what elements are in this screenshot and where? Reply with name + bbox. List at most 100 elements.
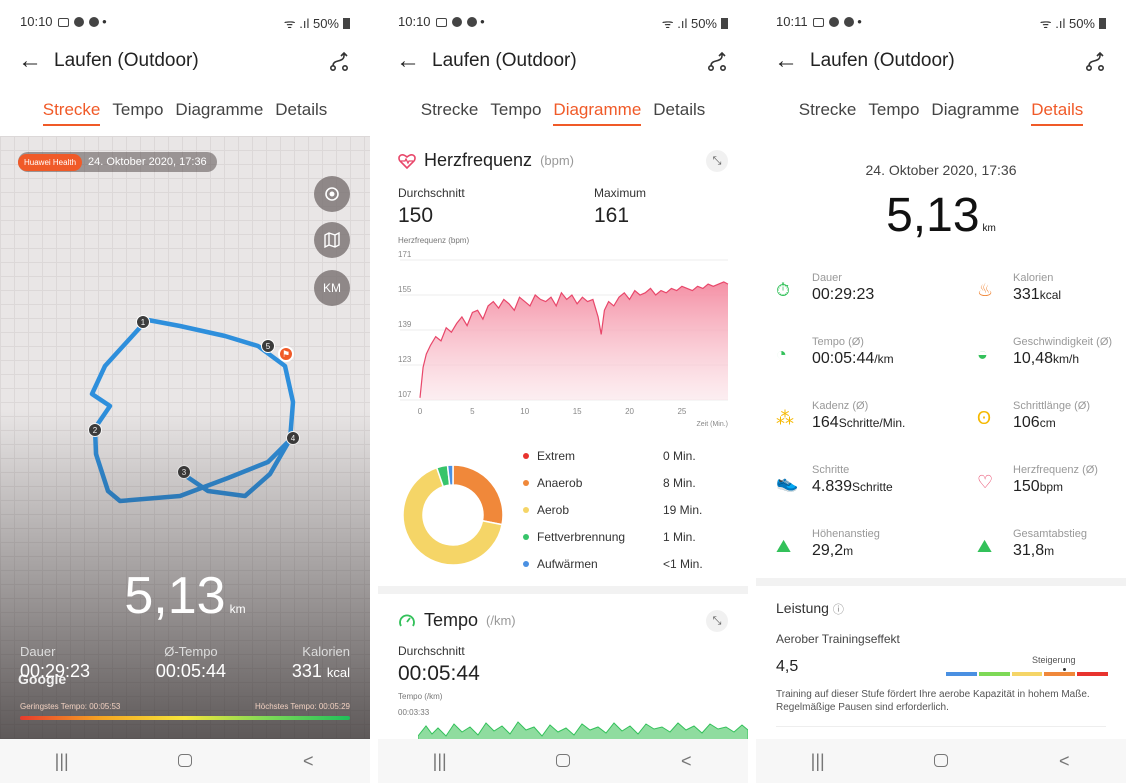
- km-button[interactable]: KM: [314, 270, 350, 306]
- zone-dot: [523, 479, 529, 486]
- hr-max-value: 161: [594, 204, 630, 227]
- back-button[interactable]: <: [1059, 750, 1070, 771]
- back-arrow-icon[interactable]: ←: [18, 47, 42, 74]
- back-arrow-icon[interactable]: ←: [396, 47, 420, 74]
- distance-unit: km: [982, 223, 996, 234]
- whatsapp-icon: [451, 17, 462, 27]
- tab-tempo[interactable]: Tempo: [868, 100, 920, 119]
- expand-hr-button[interactable]: ⤡: [706, 150, 728, 172]
- route-marker-1[interactable]: 1: [136, 315, 150, 329]
- system-nav-bar: ||| <: [378, 739, 748, 783]
- location-button[interactable]: [314, 176, 350, 212]
- tab-details[interactable]: Details: [275, 100, 328, 119]
- route-map[interactable]: Huawei Health 24. Oktober 2020, 17:36 KM …: [0, 136, 370, 739]
- whatsapp-icon: [828, 17, 839, 27]
- tempo-chart-preview: [418, 721, 748, 740]
- performance-heading: Leistung ⓘ: [776, 600, 844, 617]
- tab-strecke[interactable]: Strecke: [798, 100, 857, 119]
- detail-value: 150bpm: [1013, 478, 1064, 495]
- home-button[interactable]: [155, 751, 215, 772]
- whatsapp-icon: [73, 17, 84, 27]
- aerobic-effect-description: Training auf dieser Stufe fördert Ihre a…: [776, 689, 1090, 713]
- tab-strecke[interactable]: Strecke: [42, 100, 100, 126]
- detail-label: Geschwindigkeit (Ø): [1013, 336, 1113, 348]
- tab-diagramme[interactable]: Diagramme: [175, 100, 264, 119]
- y-tick-label: 139: [398, 320, 412, 329]
- workout-date: 24. Oktober 2020, 17:36: [865, 162, 1017, 178]
- speedometer-icon: ◔: [776, 344, 787, 364]
- heart-rate-chart[interactable]: 171 155 139 123 107 0 5 10 15 20 25 Zeit (Min.): [378, 246, 748, 436]
- section-divider: [378, 586, 748, 594]
- tab-strecke[interactable]: Strecke: [420, 100, 479, 119]
- tempo-tick: 00:03:33: [398, 708, 430, 717]
- panel-separator: [370, 0, 378, 783]
- tab-details[interactable]: Details: [1031, 100, 1083, 126]
- detail-value: 4.839Schritte: [812, 478, 893, 495]
- zone-row: Anaerob 8 Min.: [523, 469, 723, 496]
- donut-slice: [452, 464, 504, 526]
- detail-label: Schritte: [812, 464, 850, 476]
- expand-tempo-button[interactable]: ⤡: [706, 610, 728, 632]
- detail-label: Herzfrequenz (Ø): [1013, 464, 1098, 476]
- divider-line: [776, 726, 1106, 727]
- heart-rate-unit: (bpm): [540, 153, 575, 168]
- route-icon[interactable]: [1084, 50, 1106, 72]
- route-marker-5[interactable]: 5: [261, 339, 275, 353]
- tab-tempo[interactable]: Tempo: [490, 100, 542, 119]
- tab-diagramme[interactable]: Diagramme: [931, 100, 1020, 119]
- detail-label: Gesamtabstieg: [1013, 528, 1087, 540]
- donut-slice: [402, 466, 503, 566]
- fastest-tempo: Höchstes Tempo: 00:05:29: [254, 702, 350, 711]
- tab-bar: Strecke Tempo Diagramme Details: [756, 100, 1126, 126]
- system-nav-bar: ||| <: [0, 739, 370, 783]
- x-tick-label: 5: [470, 407, 475, 416]
- y-tick-label: 107: [398, 390, 412, 399]
- tab-details[interactable]: Details: [653, 100, 706, 119]
- battery-percent: 50%: [312, 16, 339, 31]
- date-badge: Huawei Health 24. Oktober 2020, 17:36: [18, 152, 217, 172]
- zone-dot: [523, 560, 529, 567]
- recent-apps-button[interactable]: |||: [432, 750, 447, 771]
- zone-minutes: 19 Min.: [663, 502, 703, 517]
- total-distance: 5,13 km: [0, 566, 370, 626]
- map-date: 24. Oktober 2020, 17:36: [88, 156, 207, 168]
- stat-value: 00:29:23: [20, 661, 91, 681]
- map-layer-button[interactable]: [314, 222, 350, 258]
- y-tick-label: 171: [398, 250, 412, 259]
- zone-name: Aufwärmen: [537, 556, 598, 571]
- home-button[interactable]: [533, 751, 593, 772]
- tempo-axis-label: Tempo (/km): [398, 692, 443, 701]
- battery-icon: [343, 18, 350, 29]
- zone-minutes: <1 Min.: [663, 556, 703, 571]
- recent-apps-button[interactable]: |||: [810, 750, 825, 771]
- tempo-avg-label: Durchschnitt: [398, 644, 465, 658]
- calories-unit: kcal: [326, 665, 350, 680]
- back-button[interactable]: <: [303, 750, 314, 771]
- y-tick-label: 123: [398, 355, 412, 364]
- route-icon[interactable]: [706, 50, 728, 72]
- detail-speedometer: ◔ Tempo (Ø) 00:05:44/km: [776, 336, 946, 386]
- footprints-icon: ⁂: [776, 408, 794, 428]
- x-tick-label: 20: [625, 407, 634, 416]
- home-button[interactable]: [911, 751, 971, 772]
- donut-slice: [446, 464, 454, 487]
- route-icon[interactable]: [328, 50, 350, 72]
- y-tick-label: 155: [398, 285, 412, 294]
- detail-value: 10,48km/h: [1013, 350, 1080, 367]
- flame-icon: ♨: [977, 280, 994, 300]
- detail-heart-rate: ♡ Herzfrequenz (Ø) 150bpm: [977, 464, 1126, 514]
- info-icon[interactable]: ⓘ: [832, 604, 844, 616]
- detail-value: 29,2m: [812, 542, 854, 559]
- back-button[interactable]: <: [681, 750, 692, 771]
- aerobic-effect-label: Aerober Trainingseffekt: [776, 632, 900, 646]
- recent-apps-button[interactable]: |||: [54, 750, 69, 771]
- performance-label: Leistung: [776, 600, 829, 616]
- tab-tempo[interactable]: Tempo: [112, 100, 164, 119]
- hr-zone-donut: [402, 464, 504, 566]
- back-arrow-icon[interactable]: ←: [774, 47, 798, 74]
- section-divider: [756, 578, 1126, 586]
- tab-diagramme[interactable]: Diagramme: [553, 100, 641, 126]
- title-bar: ← Laufen (Outdoor): [774, 46, 1108, 76]
- stat-value: 00:05:44: [155, 661, 226, 681]
- slowest-tempo: Geringstes Tempo: 00:05:53: [20, 702, 121, 711]
